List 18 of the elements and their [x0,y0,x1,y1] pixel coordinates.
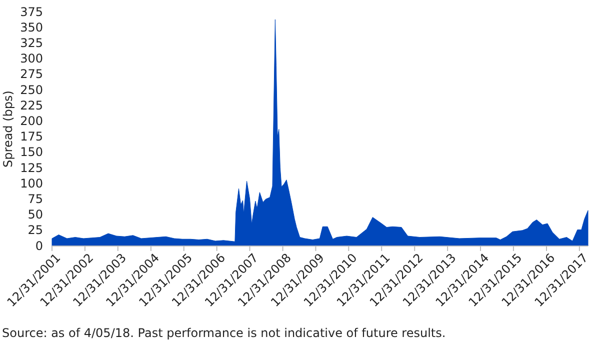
y-tick-label: 225 [20,98,43,112]
y-axis-title: Spread (bps) [1,90,15,168]
y-tick-label: 75 [28,192,43,206]
y-tick-label: 250 [20,82,43,97]
y-tick-label: 175 [20,130,43,144]
y-tick-label: 50 [28,208,43,222]
y-tick-label: 325 [20,36,43,50]
y-tick-label: 275 [20,67,43,82]
y-tick-label: 375 [20,4,43,19]
y-tick-label: 300 [20,52,43,66]
y-tick-label: 350 [20,20,43,34]
y-tick-label: 100 [20,176,43,190]
y-tick-label: 150 [20,145,43,160]
y-tick-label: 0 [35,238,43,253]
y-tick-label: 25 [28,223,43,238]
source-note: Source: as of 4/05/18. Past performance is not indicative of future results. [2,326,446,340]
y-tick-label: 200 [20,114,43,128]
y-tick-label: 125 [20,160,43,175]
